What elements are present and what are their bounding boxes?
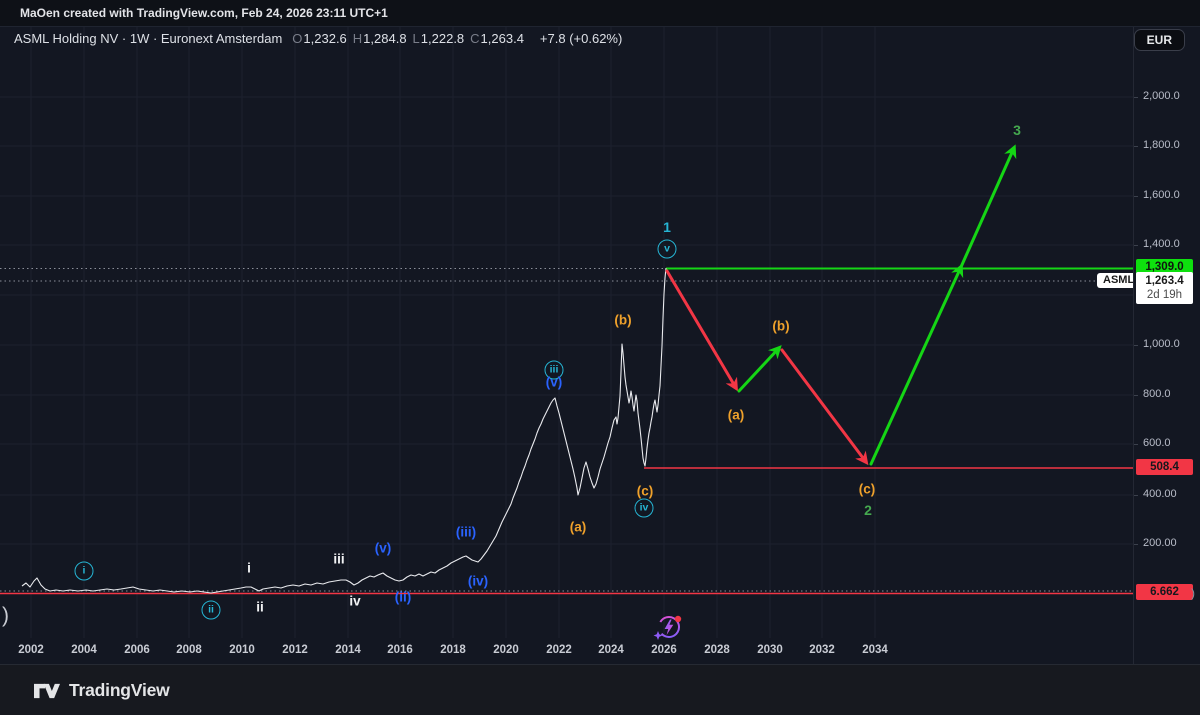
year-tick-2018: 2018	[440, 644, 466, 656]
ohlc-c: C1,263.4	[470, 31, 524, 46]
price-tick-mark	[1134, 544, 1138, 545]
year-tick-2020: 2020	[493, 644, 519, 656]
symbol-title[interactable]: ASML Holding NV · 1W · Euronext Amsterda…	[14, 31, 283, 46]
year-tick-2032: 2032	[809, 644, 835, 656]
year-tick-2006: 2006	[124, 644, 150, 656]
price-tick-mark	[1134, 196, 1138, 197]
year-tick-2022: 2022	[546, 644, 572, 656]
ohlc-h: H1,284.8	[352, 31, 407, 46]
series-label: ASML	[1097, 273, 1141, 288]
symbol-legend[interactable]: ASML Holding NV · 1W · Euronext Amsterda…	[14, 31, 622, 46]
price-tick-label: 1,600.0	[1143, 189, 1180, 201]
price-tick-mark	[1134, 245, 1138, 246]
clipped-wave-label: )	[2, 604, 9, 627]
ohlc-o: O1,232.6	[292, 31, 347, 46]
event-dot-icon	[674, 615, 682, 623]
price-tick-label: 600.0	[1143, 437, 1171, 449]
year-tick-2034: 2034	[862, 644, 888, 656]
year-tick-2010: 2010	[229, 644, 255, 656]
year-tick-2014: 2014	[335, 644, 361, 656]
price-tick-mark	[1134, 395, 1138, 396]
target-price-label: 1,309.0	[1136, 259, 1193, 275]
last-price-label: 1,263.4 2d 19h	[1136, 272, 1193, 304]
price-tick-mark	[1134, 495, 1138, 496]
price-tick-label: 800.0	[1143, 388, 1171, 400]
price-tick-label: 1,800.0	[1143, 139, 1180, 151]
currency-button[interactable]: EUR	[1133, 29, 1185, 51]
tradingview-logo[interactable]: TradingView	[34, 680, 170, 701]
year-tick-2004: 2004	[71, 644, 97, 656]
price-tick-label: 200.00	[1143, 537, 1177, 549]
year-tick-2012: 2012	[282, 644, 308, 656]
tradingview-logo-text: TradingView	[69, 680, 170, 700]
year-tick-2016: 2016	[387, 644, 413, 656]
price-tick-label: 400.00	[1143, 488, 1177, 500]
attribution-text: MaOen created with TradingView.com, Feb …	[20, 6, 388, 20]
price-axis[interactable]: 2,000.0 1,800.0 1,600.0 1,400.0 1,000.0 800.0…	[1133, 26, 1200, 664]
axis-artifact: )	[1191, 586, 1195, 600]
support-price-label: 508.4	[1136, 459, 1193, 475]
year-tick-2026: 2026	[651, 644, 677, 656]
price-tick-mark	[1134, 345, 1138, 346]
attribution-bar: MaOen created with TradingView.com, Feb …	[0, 0, 1200, 27]
ai-spark-event-icon[interactable]	[652, 612, 684, 644]
change-value: +7.8 (+0.62%)	[539, 31, 623, 46]
year-tick-2024: 2024	[598, 644, 624, 656]
price-tick-mark	[1134, 97, 1138, 98]
year-tick-2030: 2030	[757, 644, 783, 656]
year-tick-2028: 2028	[704, 644, 730, 656]
price-tick-label: 2,000.0	[1143, 90, 1180, 102]
price-tick-label: 1,000.0	[1143, 338, 1180, 350]
year-tick-2008: 2008	[176, 644, 202, 656]
price-tick-mark	[1134, 146, 1138, 147]
ohlc-l: L1,222.8	[412, 31, 465, 46]
tradingview-logo-icon	[34, 683, 60, 698]
footer-bar: TradingView	[0, 664, 1200, 715]
ohlc-values: O1,232.6 H1,284.8 L1,222.8 C1,263.4	[292, 31, 530, 46]
sparkle-icon	[653, 631, 663, 640]
time-axis[interactable]: 2002 2004 2006 2008 2010 2012 2014 2016 2018 2020…	[0, 638, 1133, 664]
price-tick-label: 1,400.0	[1143, 238, 1180, 250]
low-price-label: 6.662	[1136, 584, 1193, 600]
price-tick-mark	[1134, 444, 1138, 445]
lightning-bolt-icon	[664, 619, 674, 635]
year-tick-2002: 2002	[18, 644, 44, 656]
